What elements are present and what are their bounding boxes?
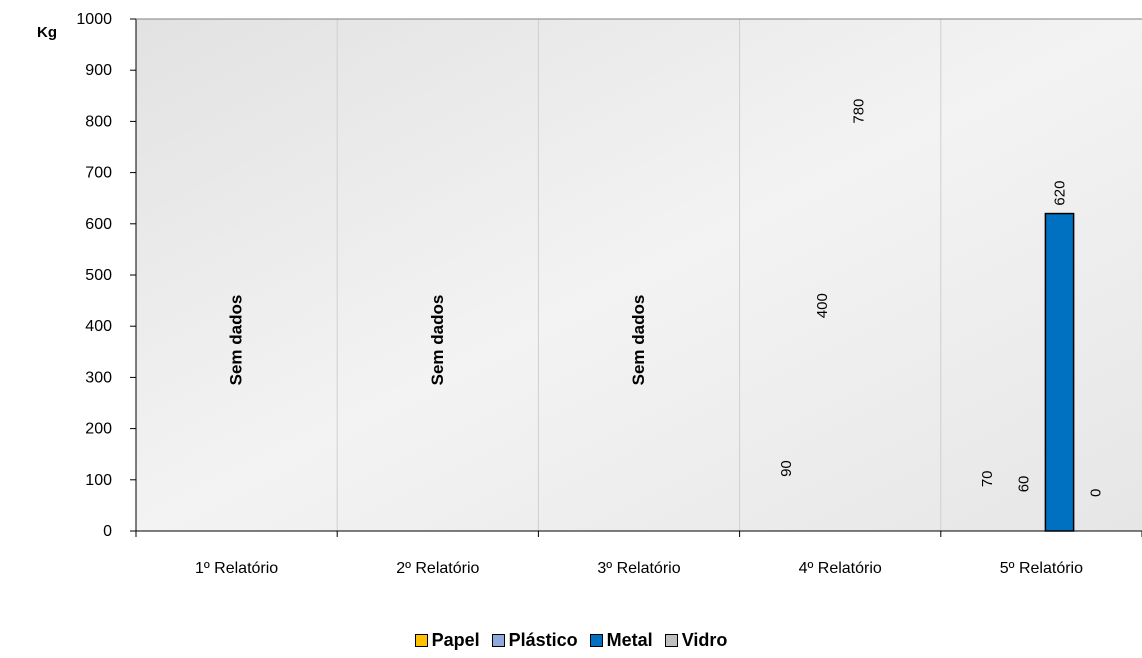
no-data-label: Sem dados [227, 295, 246, 386]
x-tick-label: 3º Relatório [597, 560, 680, 577]
plot-area [136, 19, 1142, 531]
legend-label: Vidro [681, 630, 728, 650]
legend-label: Metal [606, 630, 653, 650]
data-label: 90 [778, 460, 795, 477]
bars [1044, 212, 1075, 532]
y-tick-label: 500 [85, 267, 112, 284]
y-tick-label: 200 [85, 421, 112, 438]
data-label: 70 [979, 470, 996, 487]
legend-swatch [664, 634, 678, 647]
x-tick-label: 4º Relatório [799, 560, 882, 577]
data-label: 400 [814, 293, 831, 318]
y-tick-label: 600 [85, 216, 112, 233]
category-gridlines [336, 19, 942, 531]
y-axis-ticks: 0 100 200 300 400 500 600 700 800 900 1000 [76, 11, 136, 540]
data-label: 0 [1088, 489, 1105, 497]
x-tick-label: 1º Relatório [195, 560, 278, 577]
legend-label: Papel [431, 630, 480, 650]
y-tick-label: 400 [85, 318, 112, 335]
y-tick-label: 0 [103, 523, 112, 540]
legend-item: Papel [414, 630, 480, 651]
x-tick-label: 5º Relatório [1000, 560, 1083, 577]
y-axis-label: Kg [37, 24, 57, 41]
legend-swatch [414, 634, 428, 647]
y-tick-label: 800 [85, 113, 112, 130]
y-tick-label: 700 [85, 165, 112, 182]
legend-item: Metal [589, 630, 653, 651]
y-tick-label: 300 [85, 369, 112, 386]
data-label: 620 [1052, 181, 1069, 206]
x-tick-label: 2º Relatório [396, 560, 479, 577]
bar-metal [1044, 212, 1075, 532]
y-tick-label: 100 [85, 472, 112, 489]
legend-label: Plástico [508, 630, 578, 650]
legend-swatch [589, 634, 603, 647]
legend-item: Plástico [491, 630, 578, 651]
y-tick-label: 1000 [76, 11, 112, 28]
legend-item: Vidro [664, 630, 728, 651]
data-label: 60 [1015, 476, 1032, 493]
data-labels: 90 70 400 60 780 620 0 Sem dados Sem dados Sem da… [227, 99, 1105, 497]
no-data-label: Sem dados [629, 295, 648, 386]
x-axis-ticks: 1º Relatório 2º Relatório 3º Relatório 4º R… [135, 531, 1142, 577]
no-data-label: Sem dados [428, 295, 447, 386]
legend: Papel Plástico Metal Vidro [0, 630, 1142, 652]
data-label: 780 [850, 99, 867, 124]
legend-swatch [491, 634, 505, 647]
y-tick-label: 900 [85, 62, 112, 79]
